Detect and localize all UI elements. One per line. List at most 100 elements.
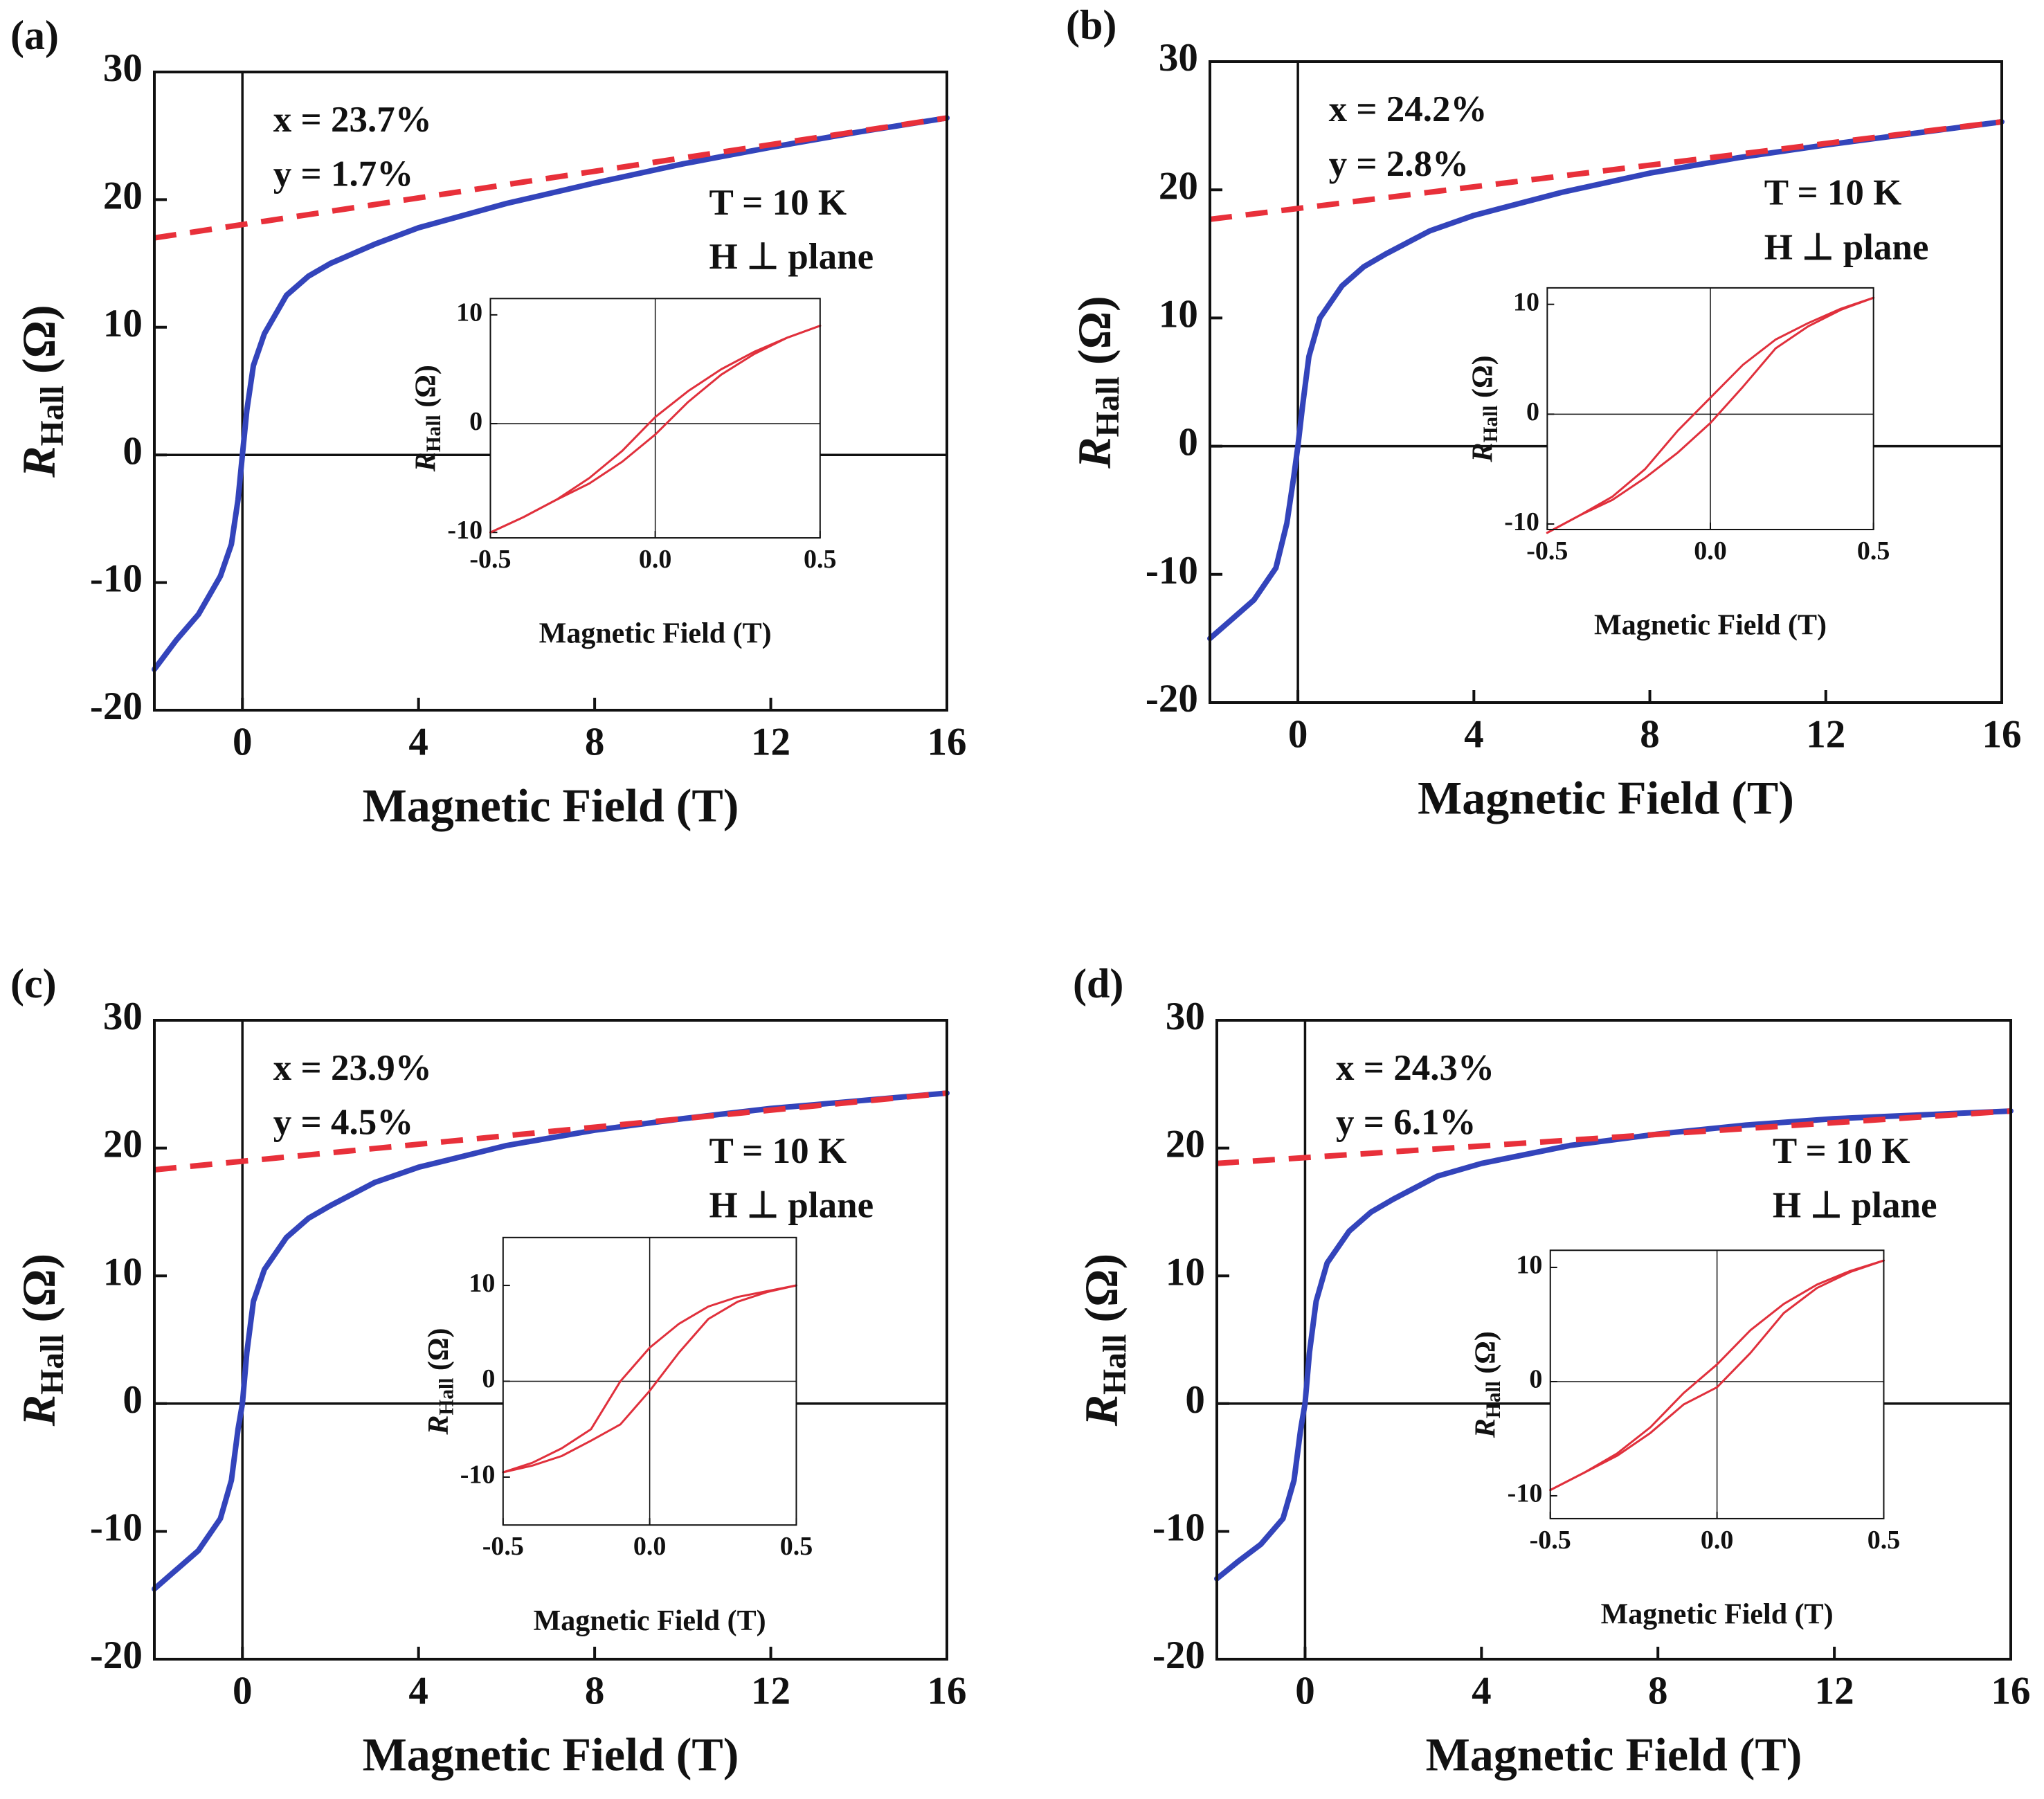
- y-axis-label: RHall (Ω): [1467, 355, 1502, 462]
- x-tick-label: 4: [408, 720, 428, 763]
- y-label-symbol: R: [12, 1395, 65, 1427]
- panel-label: (a): [10, 12, 59, 58]
- annotation: x = 24.2%: [1329, 89, 1487, 129]
- x-tick-label: 0.0: [633, 1532, 667, 1561]
- plot-frame: [502, 1236, 797, 1526]
- x-tick-label: 12: [751, 720, 790, 763]
- y-label-subscript: Hall: [1480, 406, 1502, 443]
- y-label-unit: (Ω): [410, 365, 442, 415]
- x-axis-label: Magnetic Field (T): [1426, 1728, 1802, 1781]
- plot-frame: [1215, 1019, 2012, 1661]
- x-tick-label: 0.5: [1867, 1526, 1901, 1555]
- y-label-subscript: Hall: [35, 1335, 71, 1395]
- x-tick-label: 0.0: [1694, 536, 1727, 566]
- y-label-unit: (Ω): [12, 305, 65, 386]
- y-label-subscript: Hall: [435, 1378, 458, 1416]
- y-label-unit: (Ω): [1469, 1331, 1501, 1381]
- annotation: T = 10 K: [1764, 173, 1902, 213]
- y-axis-label: RHall (Ω): [410, 365, 445, 472]
- plot: -0.5 0.0 0.5 -10 0 10 Magnetic Field (T): [447, 298, 837, 650]
- x-tick-label: 0: [1288, 712, 1308, 756]
- y-tick-label: -10: [1508, 1479, 1543, 1508]
- x-tick-label: 16: [1991, 1669, 2031, 1712]
- x-tick-label: 4: [1464, 712, 1484, 756]
- annotation: T = 10 K: [709, 183, 847, 223]
- y-label-symbol: R: [1068, 437, 1121, 469]
- annotation: H ⊥ plane: [709, 1185, 874, 1225]
- y-tick-label: 20: [1166, 1123, 1205, 1166]
- annotation: T = 10 K: [709, 1131, 847, 1171]
- data-line: [502, 1284, 797, 1474]
- y-tick-label: -10: [460, 1461, 496, 1490]
- x-tick-label: 12: [1806, 712, 1845, 756]
- plot-frame: [489, 298, 821, 539]
- x-tick-label: 0.5: [780, 1532, 813, 1561]
- annotation: H ⊥ plane: [1764, 227, 1929, 267]
- plot: -0.5 0.0 0.5 -10 0 10 Magnetic Field (T): [460, 1236, 813, 1637]
- y-tick-label: -10: [447, 516, 482, 545]
- x-tick-label: -0.5: [469, 545, 511, 574]
- fit-line: [1216, 1108, 2011, 1166]
- fit-line: [1209, 119, 2002, 222]
- x-tick-label: 8: [585, 720, 605, 763]
- y-tick-label: 30: [1166, 995, 1205, 1038]
- y-label-subscript: Hall: [35, 386, 71, 446]
- y-tick-label: 0: [469, 407, 482, 436]
- data-line: [1214, 1108, 2014, 1582]
- x-tick-label: 16: [928, 1669, 967, 1712]
- annotation: H ⊥ plane: [1773, 1185, 1937, 1225]
- x-tick-label: 0.5: [804, 545, 837, 574]
- y-label-subscript: Hall: [423, 415, 445, 452]
- y-tick-label: -10: [90, 1506, 143, 1549]
- y-label-subscript: Hall: [1090, 377, 1126, 437]
- y-tick-label: 20: [1159, 164, 1198, 208]
- plot-frame: [153, 71, 948, 712]
- y-tick-label: 0: [1529, 1365, 1542, 1394]
- y-axis-label: RHall (Ω): [1068, 296, 1126, 469]
- plot: -0.5 0.0 0.5 -10 0 10 Magnetic Field (T): [1508, 1249, 1901, 1631]
- data-line: [1549, 1259, 1885, 1492]
- y-axis-label: RHall (Ω): [12, 1254, 71, 1427]
- y-axis-label: RHall (Ω): [422, 1328, 458, 1435]
- y-label-subscript: Hall: [1097, 1335, 1133, 1395]
- y-tick-label: -10: [1146, 549, 1198, 593]
- data-line: [1549, 1259, 1885, 1492]
- y-tick-label: -10: [1504, 507, 1539, 536]
- y-label-symbol: R: [1075, 1395, 1128, 1427]
- x-tick-label: 4: [408, 1669, 428, 1712]
- x-axis-label: Magnetic Field (T): [363, 1728, 739, 1781]
- x-tick-label: 12: [751, 1669, 790, 1712]
- y-tick-label: -10: [1152, 1506, 1205, 1549]
- y-tick-label: 20: [103, 1123, 143, 1166]
- x-tick-label: -0.5: [1526, 536, 1568, 566]
- data-line: [152, 115, 950, 672]
- y-tick-label: 0: [123, 1378, 143, 1422]
- y-tick-label: 0: [123, 429, 143, 473]
- plot-frame: [1209, 60, 2003, 704]
- x-axis-label: Magnetic Field (T): [539, 618, 772, 650]
- x-tick-label: 0.0: [1701, 1526, 1734, 1555]
- y-tick-label: 10: [1159, 292, 1198, 336]
- x-tick-label: 8: [585, 1669, 605, 1712]
- x-tick-label: 0: [1295, 1669, 1315, 1712]
- y-label-symbol: R: [1467, 442, 1499, 462]
- annotation: H ⊥ plane: [709, 237, 874, 277]
- y-label-subscript: Hall: [1483, 1381, 1505, 1418]
- y-label-unit: (Ω): [12, 1254, 65, 1335]
- y-label-symbol: R: [422, 1415, 454, 1435]
- y-label-symbol: R: [1469, 1418, 1501, 1438]
- y-tick-label: 0: [1185, 1378, 1205, 1422]
- y-tick-label: 20: [103, 174, 143, 217]
- annotation: T = 10 K: [1773, 1131, 1910, 1171]
- x-tick-label: 4: [1472, 1669, 1492, 1712]
- y-tick-label: -10: [90, 557, 143, 601]
- y-tick-label: 0: [1178, 421, 1198, 464]
- x-tick-label: -0.5: [482, 1532, 524, 1561]
- annotation: y = 2.8%: [1329, 144, 1469, 184]
- annotation: x = 24.3%: [1336, 1048, 1494, 1088]
- y-tick-label: 30: [1159, 36, 1198, 80]
- data-line: [502, 1284, 797, 1474]
- y-tick-label: 10: [469, 1269, 495, 1298]
- data-line: [1546, 296, 1875, 534]
- y-axis-label: RHall (Ω): [1469, 1331, 1505, 1438]
